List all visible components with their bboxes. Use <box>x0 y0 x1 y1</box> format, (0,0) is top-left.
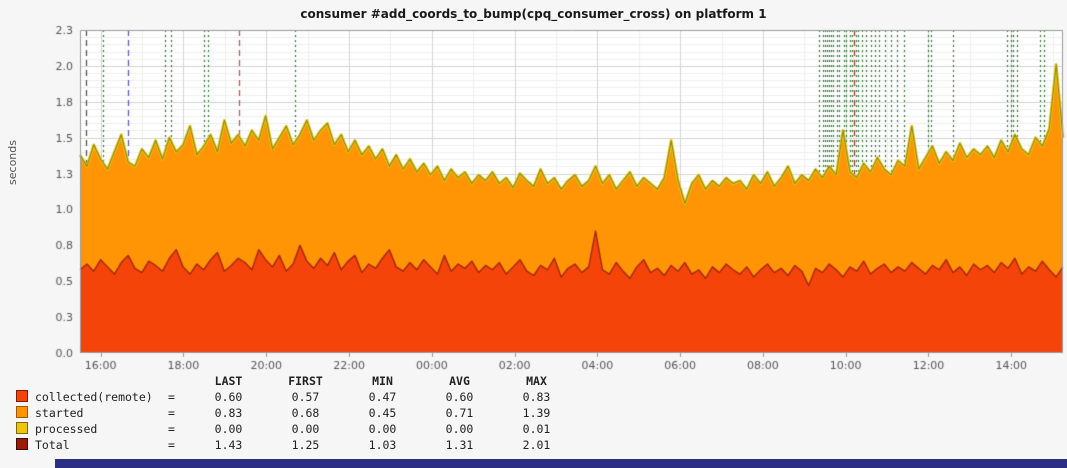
legend-value: 0.00 <box>445 422 474 436</box>
legend-value: 1.25 <box>291 438 320 452</box>
legend-column-header: MAX <box>526 374 547 388</box>
legend-row: processed = 0.00 0.00 0.00 0.00 0.01 <box>16 421 575 437</box>
legend-value: 0.00 <box>291 422 320 436</box>
legend-row: Total = 1.43 1.25 1.03 1.31 2.01 <box>16 437 575 453</box>
legend-value: 2.01 <box>522 438 551 452</box>
legend-value: 1.03 <box>368 438 397 452</box>
legend-value: 0.60 <box>445 390 474 404</box>
legend-swatch <box>16 406 28 418</box>
legend-value: 0.83 <box>522 390 551 404</box>
legend-swatch <box>16 390 28 402</box>
legend-column-header: FIRST <box>288 374 323 388</box>
legend-equals: = <box>168 406 175 420</box>
legend-column-header: LAST <box>214 374 243 388</box>
legend-row: collected(remote) = 0.60 0.57 0.47 0.60 0.83 <box>16 389 575 405</box>
legend-swatch <box>16 422 28 434</box>
legend-value: 0.60 <box>214 390 243 404</box>
legend-label: Total <box>35 438 70 452</box>
legend-column-header: MIN <box>372 374 393 388</box>
legend-header-spacer <box>16 373 168 389</box>
legend-swatch <box>16 438 28 450</box>
legend-value: 0.00 <box>368 422 397 436</box>
legend-value: 0.57 <box>291 390 320 404</box>
legend-label: processed <box>35 422 98 436</box>
legend-value: 1.31 <box>445 438 474 452</box>
chart-title: consumer #add_coords_to_bump(cpq_consume… <box>300 7 767 21</box>
chart-canvas <box>0 24 1067 374</box>
legend-column-header: AVG <box>449 374 470 388</box>
legend-body: collected(remote) = 0.60 0.57 0.47 0.60 0.83 st… <box>16 389 575 453</box>
legend-table: LAST FIRST MIN AVG MAX collected(remote) = 0.6… <box>16 373 575 453</box>
legend-value: 1.43 <box>214 438 243 452</box>
legend-value: 0.01 <box>522 422 551 436</box>
legend-equals: = <box>168 390 175 404</box>
legend-value: 0.45 <box>368 406 397 420</box>
legend-row: started = 0.83 0.68 0.45 0.71 1.39 <box>16 405 575 421</box>
bottom-partial-element <box>55 459 1067 468</box>
legend-equals: = <box>168 438 175 452</box>
legend-label: collected(remote) <box>35 390 153 404</box>
legend-value: 0.68 <box>291 406 320 420</box>
legend-value: 1.39 <box>522 406 551 420</box>
legend-value: 0.71 <box>445 406 474 420</box>
legend-label: started <box>35 406 84 420</box>
legend-header-row: LAST FIRST MIN AVG MAX <box>16 373 575 389</box>
legend-value: 0.83 <box>214 406 243 420</box>
legend: LAST FIRST MIN AVG MAX collected(remote) = 0.6… <box>16 373 575 453</box>
legend-equals: = <box>168 422 175 436</box>
legend-value: 0.47 <box>368 390 397 404</box>
legend-header-spacer <box>168 373 190 389</box>
legend-value: 0.00 <box>214 422 243 436</box>
